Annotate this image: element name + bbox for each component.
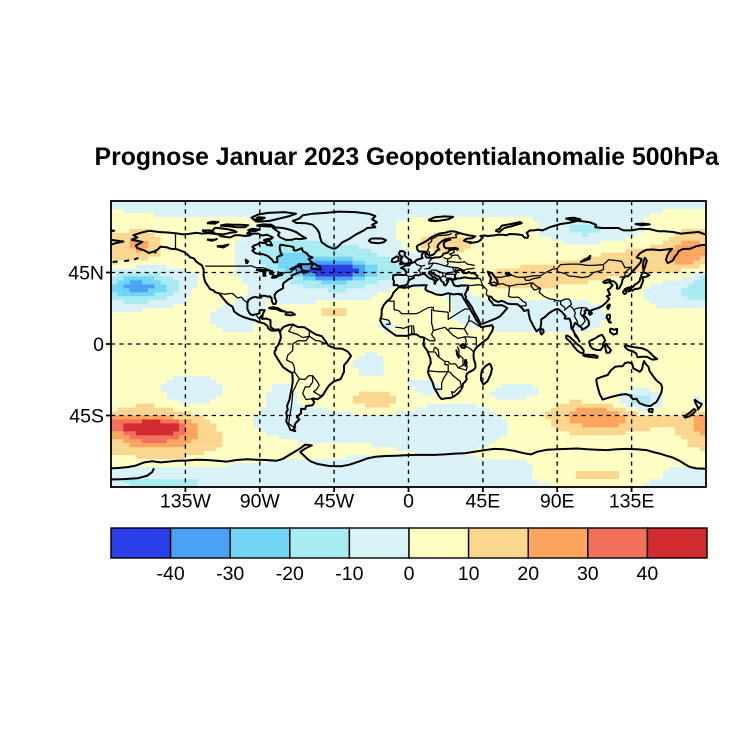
svg-text:30: 30 (577, 563, 599, 585)
svg-text:-40: -40 (157, 563, 185, 585)
svg-text:-10: -10 (335, 563, 363, 585)
svg-text:-30: -30 (216, 563, 244, 585)
svg-text:45S: 45S (69, 406, 104, 428)
svg-text:40: 40 (637, 563, 659, 585)
svg-text:20: 20 (517, 563, 539, 585)
svg-text:Prognose Januar 2023 Geopotent: Prognose Januar 2023 Geopotentialanomali… (95, 144, 719, 171)
svg-text:10: 10 (458, 563, 480, 585)
svg-text:45W: 45W (314, 491, 355, 513)
svg-text:0: 0 (93, 334, 104, 356)
svg-text:90W: 90W (240, 491, 281, 513)
svg-text:135E: 135E (609, 491, 655, 513)
svg-text:-20: -20 (276, 563, 304, 585)
svg-text:90E: 90E (540, 491, 575, 513)
svg-text:45E: 45E (466, 491, 501, 513)
svg-text:45N: 45N (68, 263, 104, 285)
svg-text:135W: 135W (160, 491, 212, 513)
svg-text:0: 0 (403, 491, 414, 513)
svg-text:0: 0 (404, 563, 415, 585)
